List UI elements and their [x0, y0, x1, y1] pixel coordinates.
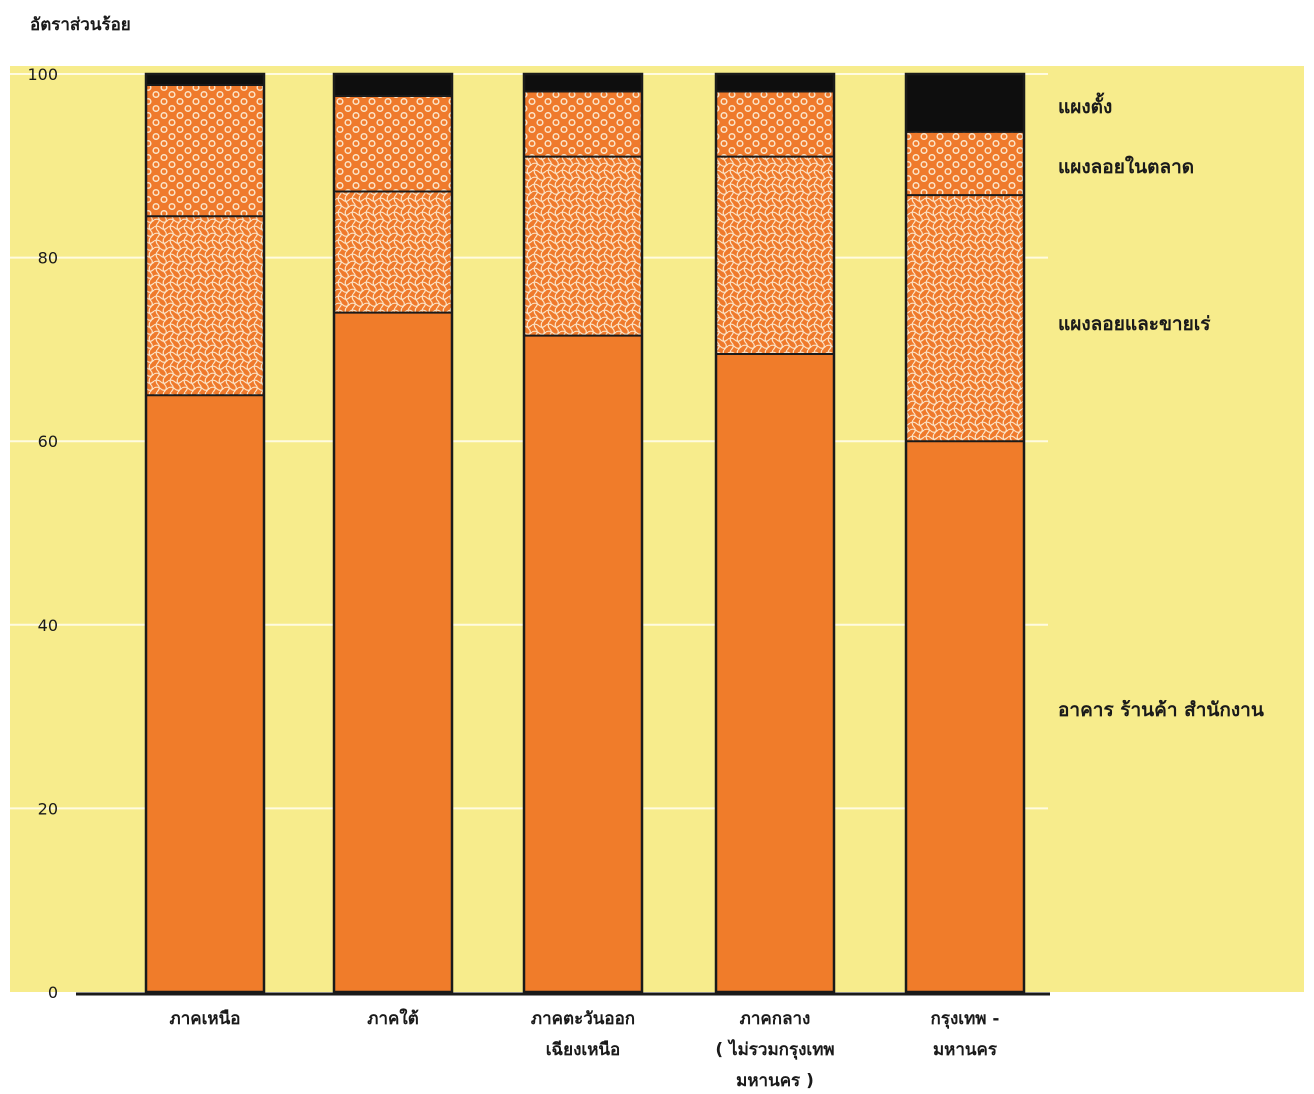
y-tick-label: 0	[48, 983, 58, 1002]
bar-segment	[334, 312, 452, 992]
bar-outline	[714, 72, 836, 994]
legend: อาคาร ร้านค้า สำนักงาน แผงลอยและขายเร่ แผง…	[1058, 92, 1264, 721]
bar-segment	[146, 74, 264, 86]
x-tick-label: กรุงเทพ -	[931, 1009, 1000, 1029]
legend-label: อาคาร ร้านค้า สำนักงาน	[1058, 699, 1264, 721]
bar-segment	[334, 96, 452, 192]
bar-segment	[716, 156, 834, 354]
bar-segment	[524, 74, 642, 92]
y-tick-label: 80	[38, 249, 58, 268]
legend-label: แผงลอยในตลาด	[1058, 155, 1194, 178]
bar-segment	[906, 74, 1024, 132]
bar-segment	[146, 216, 264, 396]
bar-outline	[332, 72, 454, 994]
bar-segment	[334, 74, 452, 97]
x-tick-label: ( ไม่รวมกรุงเทพ	[715, 1039, 834, 1060]
y-axis-ticks: 0 20 40 60 80 100	[27, 65, 58, 1002]
bar-segment	[146, 395, 264, 992]
x-tick-label: มหานคร )	[736, 1071, 814, 1091]
x-tick-label: ภาคใต้	[367, 1008, 418, 1029]
bar-segment	[524, 91, 642, 157]
bar-stack	[332, 72, 454, 994]
bar-segment	[334, 191, 452, 313]
y-tick-label: 100	[27, 65, 58, 84]
bar-outline	[522, 72, 644, 994]
bar-segment	[146, 85, 264, 217]
x-tick-label: ภาคกลาง	[740, 1009, 811, 1029]
bar-segment	[716, 91, 834, 157]
bar-segment	[524, 156, 642, 336]
x-tick-label: เฉียงเหนือ	[546, 1039, 621, 1060]
bar-segment	[716, 74, 834, 92]
bar-stack	[522, 72, 644, 994]
bar-segment	[524, 335, 642, 992]
y-tick-label: 40	[38, 616, 58, 635]
bar-stack	[144, 72, 266, 994]
bar-segment	[906, 441, 1024, 992]
x-tick-label: มหานคร	[933, 1040, 998, 1060]
x-tick-label: ภาคเหนือ	[170, 1008, 241, 1029]
legend-label: แผงลอยและขายเร่	[1058, 313, 1211, 335]
y-tick-label: 20	[38, 799, 58, 818]
bar-segment	[716, 353, 834, 992]
bar-stack	[714, 72, 836, 994]
bar-outline	[144, 72, 266, 994]
x-tick-label: ภาคตะวันออก	[531, 1009, 635, 1029]
bar-outline	[904, 72, 1026, 994]
bar-segment	[906, 131, 1024, 196]
y-axis-title: อัตราส่วนร้อย	[30, 15, 131, 35]
y-tick-label: 60	[38, 432, 58, 451]
legend-label: แผงตั้ง	[1058, 92, 1112, 118]
bar-segment	[906, 195, 1024, 442]
bar-stack	[904, 72, 1026, 994]
bars-group	[144, 72, 1026, 994]
